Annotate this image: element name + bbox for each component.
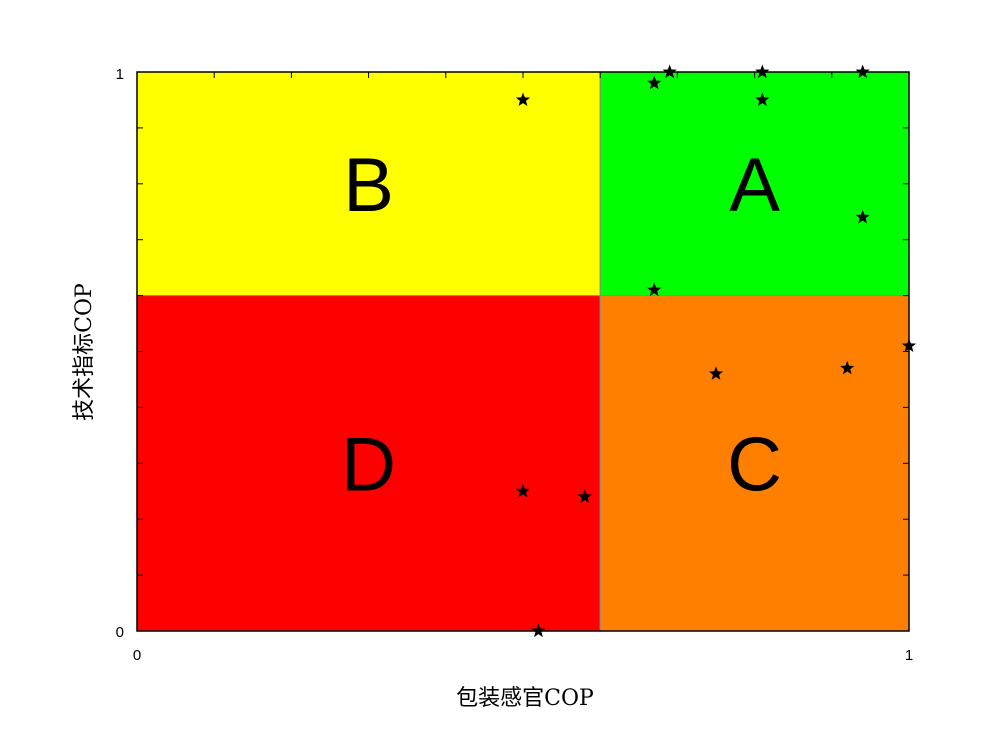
quadrant-b-label: B [343, 143, 394, 228]
star-marker [840, 360, 855, 375]
quadrant-d-area [136, 295, 601, 632]
axis-ticks [137, 72, 909, 576]
plot-frame [136, 71, 910, 632]
quadrant-a-label: A [729, 143, 780, 228]
quadrant-labels: B A D C [341, 143, 782, 507]
star-marker [647, 75, 662, 90]
star-marker [647, 282, 662, 297]
y-axis-title: 技术指标COP [72, 283, 97, 421]
star-marker [515, 92, 531, 107]
star-marker [577, 489, 592, 503]
star-marker [515, 483, 531, 498]
star-marker [531, 623, 546, 638]
star-marker [662, 64, 677, 79]
quadrant-b-area [136, 71, 601, 297]
star-marker [901, 338, 917, 352]
y-tick-label-bottom: 0 [116, 624, 124, 641]
star-marker [755, 92, 770, 107]
star-marker [855, 64, 870, 79]
star-marker [755, 64, 770, 79]
star-marker [708, 366, 724, 380]
x-axis-title: 包装感官COP [456, 686, 594, 711]
y-tick-label-top: 1 [116, 66, 124, 83]
data-points [515, 64, 917, 638]
quadrant-c-area [599, 295, 910, 632]
x-tick-label-right: 1 [905, 647, 913, 664]
quadrant-c-label: C [727, 422, 782, 507]
x-tick-label-left: 0 [133, 647, 141, 664]
quadrant-d-label: D [341, 422, 396, 507]
quadrant-backgrounds [136, 71, 910, 632]
star-marker [855, 209, 870, 224]
quadrant-a-area [599, 71, 910, 297]
